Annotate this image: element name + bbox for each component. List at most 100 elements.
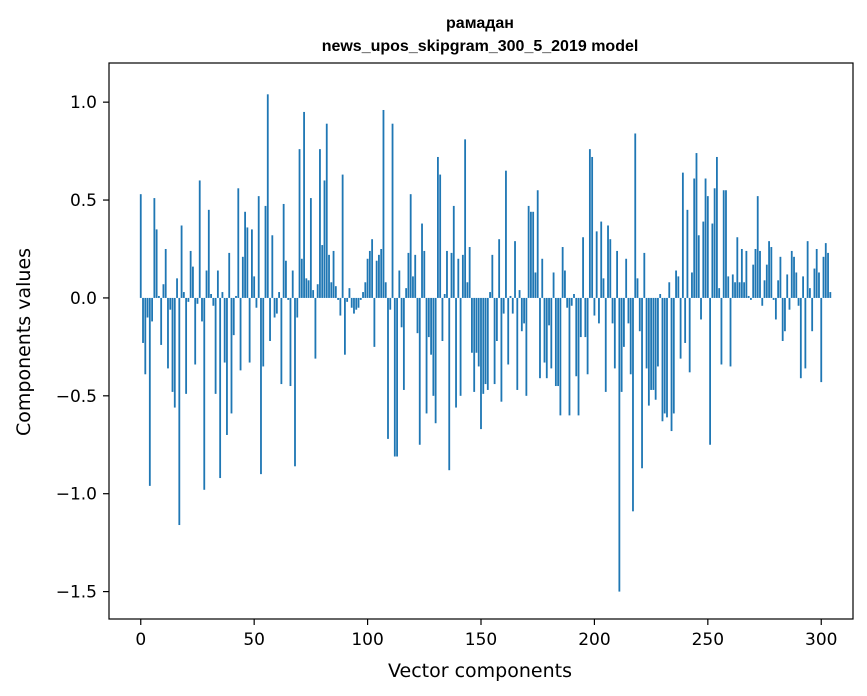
bar (396, 297, 398, 457)
bar (389, 297, 392, 310)
bar (550, 297, 553, 369)
bar (400, 297, 403, 328)
bar (623, 297, 625, 347)
bar (815, 248, 818, 298)
bar (287, 297, 290, 300)
y-tick-label: 0.0 (70, 289, 97, 309)
bar (613, 297, 616, 369)
bar (736, 237, 739, 298)
bar (577, 297, 580, 416)
bar (695, 153, 698, 298)
x-tick-label: 50 (243, 630, 265, 650)
bar (818, 272, 820, 298)
bar (793, 256, 795, 298)
bar (666, 297, 668, 418)
bar (437, 156, 439, 298)
bar (153, 198, 156, 298)
bar (625, 258, 628, 298)
bar (725, 190, 727, 298)
bar (414, 254, 417, 298)
bar (466, 282, 469, 298)
bar (654, 297, 657, 400)
bar (520, 297, 523, 332)
bar (278, 292, 281, 298)
ticks-group: 0 50 100 150 200 250 300 −1.5 −1.0 −0.5 0.0 0.5 1.0 (56, 93, 838, 650)
bar (559, 297, 562, 416)
bar (482, 297, 485, 394)
bar (169, 297, 172, 310)
bar (196, 297, 199, 304)
bar (427, 297, 430, 338)
bar (786, 274, 789, 298)
bar (505, 170, 507, 298)
bar (450, 252, 453, 298)
bar (357, 297, 360, 308)
bar (484, 297, 487, 385)
bar (294, 297, 296, 467)
bar (298, 149, 301, 298)
bar (237, 188, 240, 298)
bar (446, 250, 448, 298)
bar (616, 250, 618, 298)
bar (779, 256, 782, 298)
bar (822, 256, 825, 298)
bar (641, 297, 643, 469)
bar (364, 282, 367, 298)
bar (523, 297, 525, 324)
bar (273, 297, 276, 318)
bar (772, 297, 775, 300)
bar (763, 280, 766, 298)
bar (194, 297, 197, 365)
x-tick-label: 300 (805, 630, 837, 650)
bar (142, 297, 144, 343)
bar (455, 297, 457, 408)
bar (820, 297, 823, 383)
bar (530, 211, 532, 298)
bar (602, 278, 605, 298)
bar (210, 294, 212, 298)
bar (668, 282, 671, 298)
bars-group (139, 94, 832, 592)
bar (248, 297, 251, 363)
bar (214, 297, 217, 394)
bar (262, 297, 265, 367)
bar (178, 297, 181, 526)
bar (568, 297, 571, 416)
bar (180, 225, 183, 298)
bar (797, 297, 800, 306)
bar (226, 297, 228, 435)
bar (611, 297, 614, 324)
bar (337, 297, 339, 300)
bar (709, 297, 711, 445)
bar (514, 241, 516, 298)
y-tick-label: 1.0 (70, 93, 97, 113)
bar (230, 297, 233, 414)
bar (271, 235, 274, 298)
x-axis-label: Vector components (388, 660, 572, 682)
bar (634, 133, 637, 298)
bar (430, 297, 432, 355)
bar (600, 221, 603, 298)
bar (704, 178, 707, 298)
bar (244, 211, 246, 298)
y-tick-label: −1.5 (56, 583, 97, 603)
bar (378, 254, 380, 298)
bar (151, 297, 153, 322)
bar (439, 174, 442, 298)
bar (670, 297, 673, 432)
bar (679, 297, 682, 359)
bar (756, 196, 759, 298)
x-tick-label: 100 (351, 630, 383, 650)
bar (768, 241, 770, 298)
bar (441, 297, 444, 341)
bar (155, 229, 158, 298)
bar (552, 272, 555, 298)
bar (384, 282, 387, 298)
bar (686, 209, 689, 298)
bar (591, 156, 594, 298)
bar (527, 205, 530, 298)
bar (790, 250, 793, 298)
bar (146, 297, 149, 318)
bar (182, 292, 185, 298)
